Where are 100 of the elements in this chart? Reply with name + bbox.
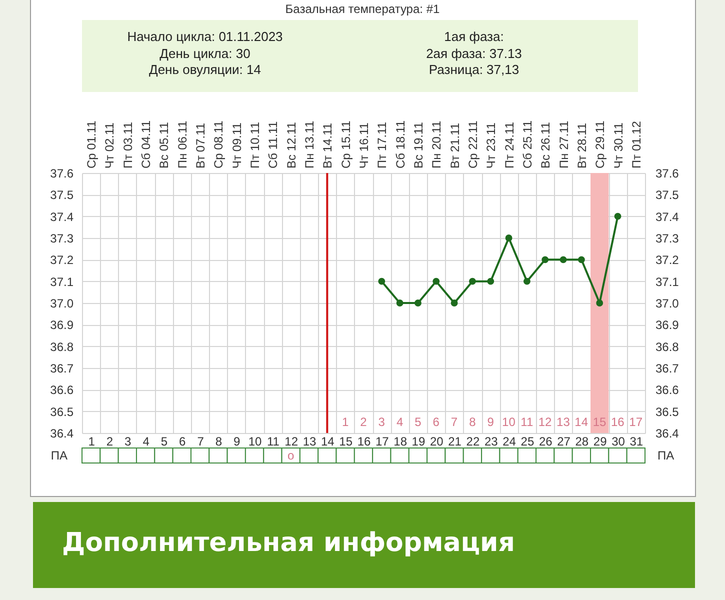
x2-tick-label: Пт 03.11 [120,122,135,168]
y-tick-label: 37.6 [50,166,74,180]
x-tick-label: 23 [484,434,498,448]
x2-tick-label: Ср 08.11 [212,120,226,168]
x-tick-label: 5 [160,434,168,448]
x2-tick-label: Вс 19.11 [411,122,426,168]
x-tick-label: 28 [575,434,589,448]
point [505,234,512,242]
point [414,300,422,306]
y2-tick-label: ПА [658,448,674,462]
y2-tick-label: 37.5 [656,188,680,202]
point [578,256,585,264]
y-tick-label: 37.0 [50,296,74,310]
point [523,278,530,285]
x2-tick-label: Пт 17.11 [375,122,390,168]
x-tick-label: 15 [339,434,353,448]
x-tick-label: 2 [106,434,114,448]
x2-tick-label: Вт 07.11 [194,122,208,168]
y2-tick-label: 36.9 [656,318,680,332]
x-tick-label: 17 [375,434,390,448]
x2-tick-label: Вс 12.11 [284,122,298,168]
text: 1 2 3 4 5 6 7 8 9 10 11 12 13 14 15 16 17 [342,415,642,430]
y-tick-label: 37.2 [50,253,74,268]
x-tick-label: 31 [630,434,644,448]
point [560,256,567,264]
x-tick-label: 7 [197,434,204,448]
x-tick-label: 14 [321,434,335,448]
y2-tick-label: 37.6 [656,166,680,180]
x-tick-label: 30 [612,434,626,448]
x2-tick-label: Ср 29.11 [593,120,608,168]
x2-tick-label: Чт 23.11 [484,122,498,168]
x2-tick-label: Ср 01.11 [84,120,99,168]
x-tick-label: 13 [302,434,317,448]
x-tick-label: 26 [538,434,553,448]
text: o [288,448,294,462]
y2-tick-label: 36.7 [656,362,680,376]
point [614,212,622,220]
point [469,278,476,285]
x2-tick-label: Чт 16.11 [357,122,371,168]
x2-tick-label: Вс 05.11 [157,122,172,168]
x2-tick-label: Вт 21.11 [448,122,462,168]
x-tick-label: 27 [557,434,571,448]
y2-tick-label: 37.2 [656,253,680,268]
x2-tick-label: Пт 10.11 [248,122,262,168]
y2-tick-label: 37.0 [656,296,680,310]
y2-tick-label: 36.5 [656,404,680,419]
y-tick-label: 36.9 [50,318,74,332]
point [432,278,440,285]
chart-title: Базальная температура: #1 [284,2,441,16]
x-tick-label: 11 [266,434,280,448]
x-tick-label: 18 [394,434,408,448]
y-tick-label: 36.5 [50,404,74,419]
x-tick-label: 29 [593,434,608,448]
y-tick-label: 37.5 [50,188,74,202]
x2-tick-label: Пн 27.11 [556,120,571,168]
x2-tick-label: Чт 02.11 [102,122,117,168]
point [378,278,386,285]
y-tick-label: 37.3 [50,232,74,246]
y-tick-label: 37.1 [50,274,74,289]
x-tick-label: 8 [215,434,222,448]
x-tick-label: 21 [448,434,462,448]
x-tick-label: 22 [466,434,480,448]
y2-tick-label: 36.8 [656,340,680,354]
x2-tick-label: Чт 30.11 [611,122,626,168]
x2-tick-label: Чт 09.11 [230,122,244,168]
info-panel: Начало цикла: 01.11.2023 День цикла: 30 День овуляции: 14 1ая фаза: 2ая фаза: 37.13 Разница: 37,13 [82,20,638,92]
point [396,300,404,306]
x-tick-label: 20 [430,434,444,448]
point [596,300,604,306]
x-tick-label: 24 [502,434,516,448]
y-tick-label: 36.7 [50,362,74,376]
y2-tick-label: 37.1 [656,274,680,289]
y-tick-label: 36.8 [50,340,74,354]
y-tick-label: ПА [50,448,68,462]
x2-tick-label: Пн 20.11 [430,120,444,168]
x-tick-label: 4 [142,434,150,448]
x-tick-label: 12 [284,434,298,448]
x2-tick-label: Пн 06.11 [175,120,190,168]
x2-tick-label: Сб 04.11 [139,120,154,168]
x-tick-label: 3 [124,434,132,448]
y-tick-label: 36.6 [50,383,74,398]
x2-tick-label: Вт 14.11 [320,122,335,168]
x2-tick-label: Пт 24.11 [502,122,516,168]
x-tick-label: 1 [88,434,96,448]
point [542,256,549,264]
x-tick-label: 25 [520,434,534,448]
y-tick-label: 36.4 [50,426,74,440]
y2-tick-label: 36.6 [656,383,680,398]
x-tick-label: 16 [357,434,371,448]
y2-tick-label: 37.3 [656,232,680,246]
y2-tick-label: 36.4 [656,426,680,440]
x-tick-label: 9 [234,434,241,448]
y-tick-label: 37.4 [50,210,74,224]
point [450,300,458,306]
x2-tick-label: Пн 13.11 [302,120,317,168]
x2-tick-label: Сб 11.11 [266,121,280,168]
x-tick-label: 6 [179,434,186,448]
x2-tick-label: Вс 26.11 [538,122,553,168]
x2-tick-label: Пт 01.12 [629,120,644,168]
x2-tick-label: Сб 18.11 [393,120,408,168]
